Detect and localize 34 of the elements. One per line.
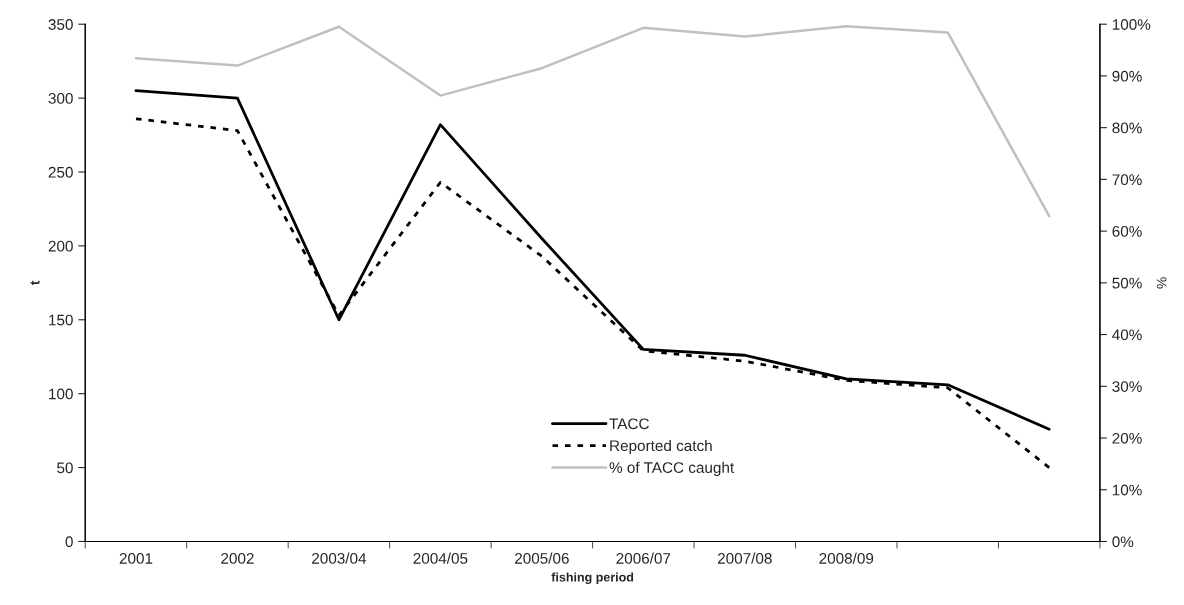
x-tick-label: 2001 xyxy=(119,552,153,564)
x-axis-title: fishing period xyxy=(551,572,634,585)
y2-axis-title: % xyxy=(1156,277,1167,289)
y2-tick-label: 60% xyxy=(1112,225,1142,237)
y-tick-label: 0 xyxy=(65,536,73,548)
line-series xyxy=(134,25,1051,218)
y2-tick-label: 90% xyxy=(1112,70,1142,82)
y2-tick-label: 20% xyxy=(1112,432,1142,444)
y2-tick-label: 0% xyxy=(1112,536,1134,548)
x-tick-label: 2002 xyxy=(221,552,254,564)
y-axis-title: t xyxy=(30,280,40,285)
y-tick-label: 300 xyxy=(48,92,73,104)
y-tick-label: 50 xyxy=(57,462,73,474)
x-tick-label: 2003/04 xyxy=(312,552,367,564)
y-tick-label: 100 xyxy=(49,388,73,400)
y2-tick-label: 70% xyxy=(1112,174,1142,186)
y2-tick-label: 40% xyxy=(1112,329,1142,341)
y-tick-label: 150 xyxy=(49,314,73,326)
y-tick-label: 350 xyxy=(48,19,73,30)
y2-tick-label: 50% xyxy=(1112,277,1142,289)
x-tick-label: 2006/07 xyxy=(616,552,671,564)
y2-tick-label: 80% xyxy=(1112,122,1142,134)
y-tick-label: 200 xyxy=(48,240,73,252)
y2-tick-label: 10% xyxy=(1112,484,1142,496)
legend-label: TACC xyxy=(609,418,649,430)
y-tick-label: 250 xyxy=(48,166,73,178)
x-tick-label: 2008/09 xyxy=(819,552,874,564)
legend-label: % of TACC caught xyxy=(609,461,735,476)
y2-tick-label: 30% xyxy=(1112,381,1142,392)
x-tick-label: 2004/05 xyxy=(413,552,468,564)
x-tick-label: 2005/06 xyxy=(515,552,569,564)
x-tick-label: 2007/08 xyxy=(717,552,772,564)
legend-label: Reported catch xyxy=(610,439,712,455)
y2-tick-label: 100% xyxy=(1112,19,1151,30)
